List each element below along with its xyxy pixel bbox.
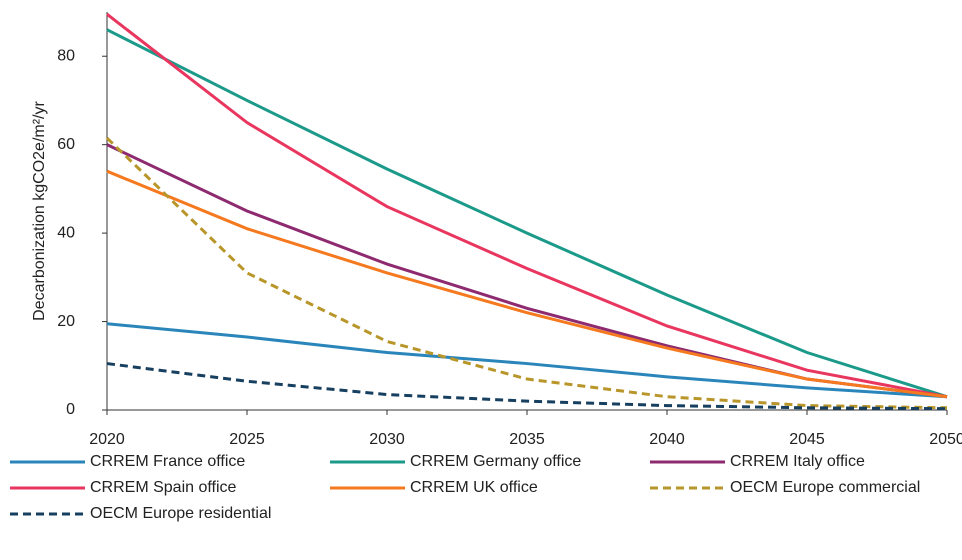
y-axis-label: Decarbonization kgCO2e/m²/yr	[31, 101, 48, 321]
y-tick-label: 20	[57, 313, 75, 330]
y-tick-label: 0	[66, 401, 75, 418]
series-line	[106, 13, 948, 399]
series-line	[106, 143, 948, 399]
y-tick-label: 60	[57, 136, 75, 153]
x-tick-label: 2040	[649, 431, 685, 448]
x-tick-label: 2045	[789, 431, 825, 448]
legend-label: OECM Europe residential	[90, 505, 271, 522]
series-line	[106, 169, 948, 399]
x-tick-label: 2050	[929, 431, 962, 448]
y-tick-label: 40	[57, 224, 75, 241]
legend-label: CRREM Italy office	[730, 453, 865, 470]
legend-label: CRREM Spain office	[90, 479, 237, 496]
series-line	[106, 362, 948, 411]
legend-label: OECM Europe commercial	[730, 479, 920, 496]
x-tick-label: 2030	[369, 431, 405, 448]
legend-label: CRREM Germany office	[410, 453, 581, 470]
legend-label: CRREM UK office	[410, 479, 538, 496]
series-line	[106, 322, 948, 399]
series-line	[105, 136, 948, 410]
x-tick-label: 2020	[89, 431, 125, 448]
y-tick-label: 80	[57, 47, 75, 64]
x-tick-label: 2035	[509, 431, 545, 448]
series-line	[106, 28, 948, 399]
x-tick-label: 2025	[229, 431, 265, 448]
legend-label: CRREM France office	[90, 453, 245, 470]
